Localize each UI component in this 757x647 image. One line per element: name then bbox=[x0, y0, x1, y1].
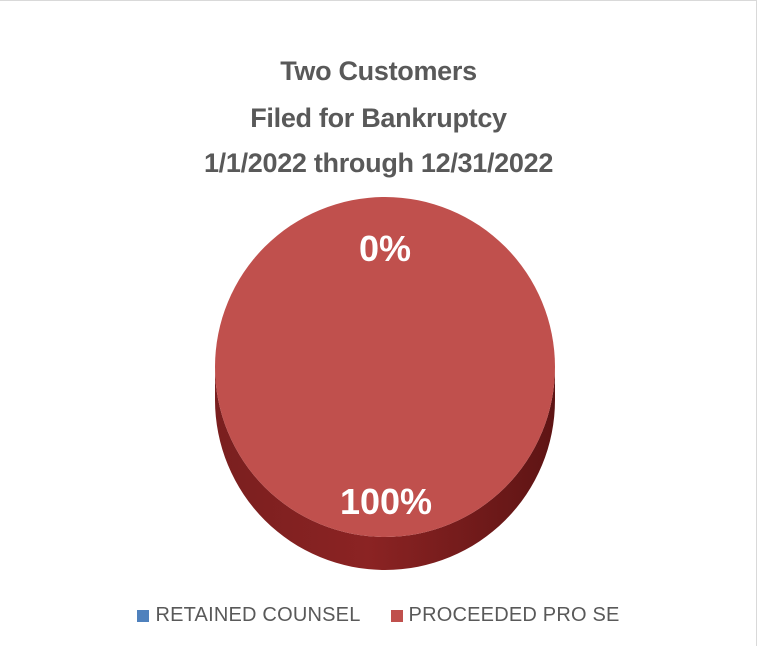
legend-label-retained-counsel: RETAINED COUNSEL bbox=[155, 604, 361, 626]
chart-title-line-3: 1/1/2022 through 12/31/2022 bbox=[203, 148, 554, 178]
slice-proceeded-pro-se bbox=[215, 197, 555, 537]
legend-swatch-retained-counsel bbox=[137, 609, 150, 622]
chart-title-line-2: Filed for Bankruptcy bbox=[250, 103, 507, 133]
pie-side-wall bbox=[215, 367, 555, 570]
data-label-retained-counsel: 0% bbox=[359, 228, 411, 269]
data-label-proceeded-pro-se: 100% bbox=[340, 481, 432, 522]
legend-label-proceeded-pro-se: PROCEEDED PRO SE bbox=[408, 604, 620, 626]
legend-item-proceeded-pro-se: PROCEEDED PRO SE bbox=[390, 604, 620, 627]
legend-item-retained-counsel: RETAINED COUNSEL bbox=[137, 604, 360, 627]
legend-swatch-proceeded-pro-se bbox=[390, 609, 403, 622]
legend: RETAINED COUNSEL PROCEEDED PRO SE bbox=[0, 604, 757, 627]
chart-title-line-1: Two Customers bbox=[280, 56, 477, 86]
